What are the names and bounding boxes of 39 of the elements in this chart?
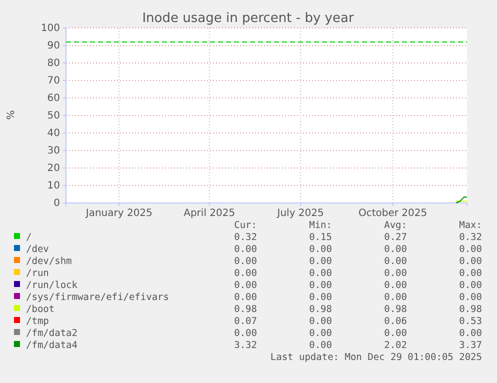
y-tick-label: 0 — [54, 198, 60, 210]
legend-label: /dev — [26, 244, 50, 255]
text: 3.32 0.00 2.02 3.37 — [234, 340, 482, 351]
y-tick-label: 90 — [47, 40, 60, 52]
y-tick-label: 50 — [47, 110, 60, 122]
x-tick-label: April 2025 — [184, 208, 236, 220]
text: 0.32 0.15 0.27 0.32 — [234, 232, 482, 243]
text: 0.00 0.00 0.00 0.00 — [234, 268, 482, 279]
text: 0.98 0.98 0.98 0.98 — [234, 304, 482, 315]
legend-label: / — [26, 232, 32, 243]
text: 0.00 0.00 0.00 0.00 — [234, 280, 482, 291]
legend-label: /tmp — [26, 316, 50, 327]
legend-label: /run — [26, 268, 49, 279]
y-tick-label: 20 — [47, 163, 60, 174]
text: 0.07 0.00 0.06 0.53 — [234, 316, 482, 327]
text: Last update: Mon Dec 29 01:00:05 2025 — [270, 352, 482, 363]
text: 0.00 0.00 0.00 0.00 — [234, 256, 482, 267]
legend-label: /run/lock — [26, 280, 78, 291]
x-tick-label: October 2025 — [358, 208, 428, 220]
y-tick-label: 70 — [47, 76, 60, 87]
y-tick-label: 10 — [47, 180, 60, 192]
x-tick-label: January 2025 — [84, 208, 152, 220]
y-tick-label: 100 — [40, 23, 60, 34]
y-tick-label: 80 — [47, 58, 60, 70]
x-tick-label: July 2025 — [276, 208, 324, 220]
text: 0.00 0.00 0.00 0.00 — [234, 328, 482, 339]
y-tick-label: 40 — [47, 128, 60, 140]
y-tick-label: 30 — [47, 146, 60, 157]
text: 0.00 0.00 0.00 0.00 — [234, 244, 482, 255]
legend-label: /fm/data4 — [26, 340, 78, 351]
text: Cur: Min: Avg: Max: — [234, 220, 482, 231]
legend-label: /boot — [26, 304, 55, 315]
legend-label: /sys/firmware/efi/efivars — [26, 292, 169, 303]
legend-label: /fm/data2 — [26, 328, 78, 339]
chart-title: Inode usage in percent - by year — [142, 11, 354, 26]
text: 0.00 0.00 0.00 0.00 — [234, 292, 482, 303]
legend-label: /dev/shm — [26, 256, 72, 267]
y-tick-label: 60 — [47, 93, 60, 104]
y-axis-title: % — [6, 110, 17, 120]
